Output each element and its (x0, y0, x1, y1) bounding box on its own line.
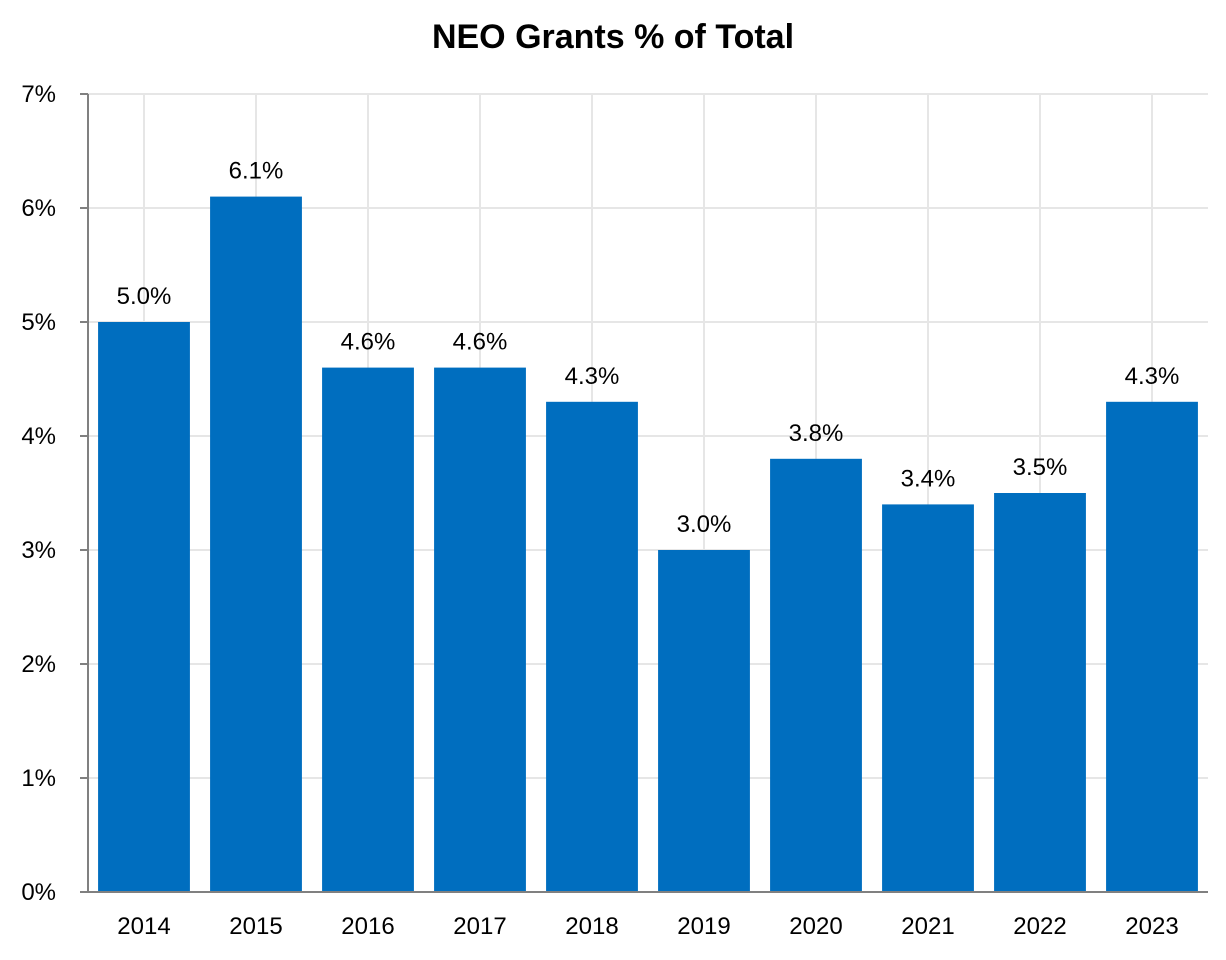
chart-title: NEO Grants % of Total (432, 18, 794, 56)
bar-2021 (882, 504, 974, 892)
data-label-2020: 3.8% (789, 420, 844, 447)
data-labels: 5.0% 6.1% 4.6% 4.6% 4.3% 3.0% 3.8% 3.4% 3.5% 4.3% (117, 158, 1180, 538)
y-axis-tick-label: 0% (21, 879, 56, 906)
x-axis-tick-label: 2016 (341, 913, 394, 940)
y-axis-tick-label: 2% (21, 651, 56, 678)
x-axis-tick-label: 2021 (901, 913, 954, 940)
data-label-2014: 5.0% (117, 283, 172, 310)
y-axis-tick-label: 7% (21, 81, 56, 108)
bar-2019 (658, 550, 750, 892)
y-axis-tick-labels: 0% 1% 2% 3% 4% 5% 6% 7% (21, 81, 56, 906)
y-axis-tick-label: 5% (21, 309, 56, 336)
x-axis-tick-label: 2023 (1125, 913, 1178, 940)
bar-2014 (98, 322, 190, 892)
x-axis-tick-label: 2015 (229, 913, 282, 940)
y-axis-tick-label: 3% (21, 537, 56, 564)
data-label-2018: 4.3% (565, 363, 620, 390)
x-axis-tick-label: 2020 (789, 913, 842, 940)
bar-2018 (546, 401, 638, 892)
bar-2016 (322, 367, 414, 893)
x-axis-tick-label: 2018 (565, 913, 618, 940)
x-axis-tick-label: 2019 (677, 913, 730, 940)
bar-2015 (210, 196, 302, 893)
bar-2022 (994, 493, 1086, 892)
data-label-2015: 6.1% (229, 158, 284, 185)
data-label-2016: 4.6% (341, 329, 396, 356)
bars (98, 196, 1198, 893)
bar-2017 (434, 367, 526, 893)
data-label-2021: 3.4% (901, 465, 956, 492)
y-axis-tick-label: 1% (21, 765, 56, 792)
data-label-2019: 3.0% (677, 511, 732, 538)
data-label-2017: 4.6% (453, 329, 508, 356)
data-label-2023: 4.3% (1125, 363, 1180, 390)
axes (80, 93, 1208, 893)
bar-2023 (1106, 401, 1198, 892)
bar-2020 (770, 458, 862, 892)
x-axis-tick-labels: 2014 2015 2016 2017 2018 2019 2020 2021 2022 2023 (117, 913, 1178, 940)
x-axis-tick-label: 2022 (1013, 913, 1066, 940)
y-axis-tick-label: 6% (21, 195, 56, 222)
data-label-2022: 3.5% (1013, 454, 1068, 481)
x-axis-tick-label: 2017 (453, 913, 506, 940)
y-axis-tick-label: 4% (21, 423, 56, 450)
x-axis-tick-label: 2014 (117, 913, 170, 940)
